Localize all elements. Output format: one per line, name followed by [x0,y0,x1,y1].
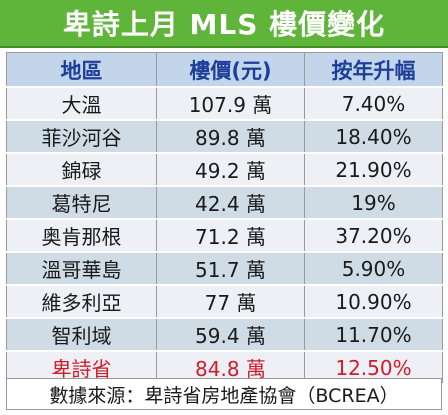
growth-cell: 21.90% [304,153,443,187]
region-cell: 葛特尼 [6,186,157,220]
price-cell: 42.4 萬 [156,186,305,220]
table-title: 卑詩上月 MLS 樓價變化 [62,8,386,41]
source-note: 數據來源：卑詩省房地產協會（BCREA） [6,378,442,410]
growth-cell: 19% [304,186,443,220]
column-header-price: 樓價(元) [156,52,305,88]
region-cell: 溫哥華島 [6,252,157,286]
region-cell: 大溫 [6,87,157,121]
price-cell: 107.9 萬 [156,87,305,121]
growth-cell: 18.40% [304,120,443,154]
table-row: 錦碌 49.2 萬 21.90% [6,153,443,187]
price-cell: 59.4 萬 [156,318,305,352]
region-cell: 奥肯那根 [6,219,157,253]
table-row: 維多利亞 77 萬 10.90% [6,285,443,319]
region-cell: 錦碌 [6,153,157,187]
growth-cell: 5.90% [304,252,443,286]
region-cell: 維多利亞 [6,285,157,319]
table-row: 溫哥華島 51.7 萬 5.90% [6,252,443,286]
price-cell: 77 萬 [156,285,305,319]
region-cell: 智利域 [6,318,157,352]
growth-cell: 7.40% [304,87,443,121]
table-row: 大溫 107.9 萬 7.40% [6,87,443,121]
column-header-region: 地區 [6,52,157,88]
header-row: 地區 樓價(元) 按年升幅 [6,52,443,88]
price-cell: 51.7 萬 [156,252,305,286]
growth-cell: 10.90% [304,285,443,319]
growth-cell: 37.20% [304,219,443,253]
region-cell: 卑詩省 [6,351,157,385]
growth-cell: 11.70% [304,318,443,352]
title-bar: 卑詩上月 MLS 樓價變化 [0,0,448,48]
region-cell: 菲沙河谷 [6,120,157,154]
table-row: 奥肯那根 71.2 萬 37.20% [6,219,443,253]
table-row: 智利域 59.4 萬 11.70% [6,318,443,352]
price-table: 地區 樓價(元) 按年升幅 大溫 107.9 萬 7.40% 菲沙河谷 89.8… [6,52,443,385]
table-row: 菲沙河谷 89.8 萬 18.40% [6,120,443,154]
column-header-growth: 按年升幅 [304,52,443,88]
price-cell: 89.8 萬 [156,120,305,154]
price-cell: 71.2 萬 [156,219,305,253]
price-cell: 49.2 萬 [156,153,305,187]
table-row: 葛特尼 42.4 萬 19% [6,186,443,220]
